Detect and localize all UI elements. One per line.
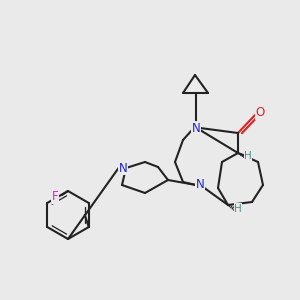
Text: H: H	[234, 204, 242, 214]
Text: H: H	[244, 151, 252, 161]
Text: F: F	[52, 190, 58, 203]
Text: N: N	[196, 178, 204, 191]
Text: O: O	[255, 106, 265, 119]
Text: N: N	[118, 161, 127, 175]
Text: N: N	[192, 122, 200, 134]
